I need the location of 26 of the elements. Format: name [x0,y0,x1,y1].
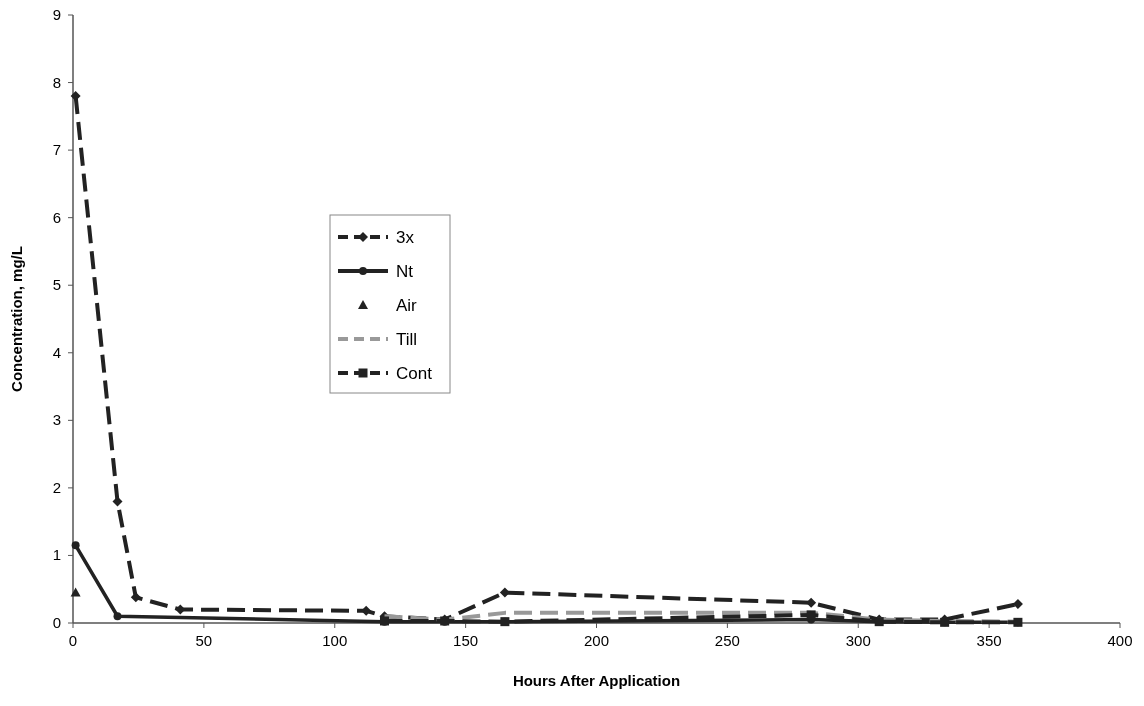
x-tick-label: 400 [1107,632,1133,649]
y-tick-label: 8 [52,73,61,91]
x-axis-title: Hours After Application [512,672,681,689]
x-tick-label: 100 [322,632,348,649]
y-tick-label: 5 [52,276,61,294]
y-tick-label: 4 [52,343,61,361]
x-tick-label: 0 [68,632,78,649]
x-tick-label: 200 [583,632,610,649]
x-tick-label: 250 [714,632,740,649]
x-tick-label: 150 [453,632,479,649]
legend-label: Air [396,296,418,315]
y-axis-title: Concentration, mg/L [8,246,25,392]
y-tick-label: 2 [52,478,61,496]
x-tick-label: 50 [195,632,213,649]
y-tick-label: 0 [52,614,61,631]
y-tick-label: 6 [52,208,61,226]
y-tick-label: 3 [52,411,61,429]
x-tick-label: 300 [845,632,871,649]
legend-label: 3x [396,228,415,247]
legend-label: Nt [396,262,414,281]
y-tick-label: 9 [52,6,61,23]
x-tick-label: 350 [976,632,1002,649]
legend-label: Cont [396,364,433,383]
legend-label: Till [396,330,418,349]
y-tick-label: 7 [52,141,61,159]
y-tick-label: 1 [52,546,61,564]
